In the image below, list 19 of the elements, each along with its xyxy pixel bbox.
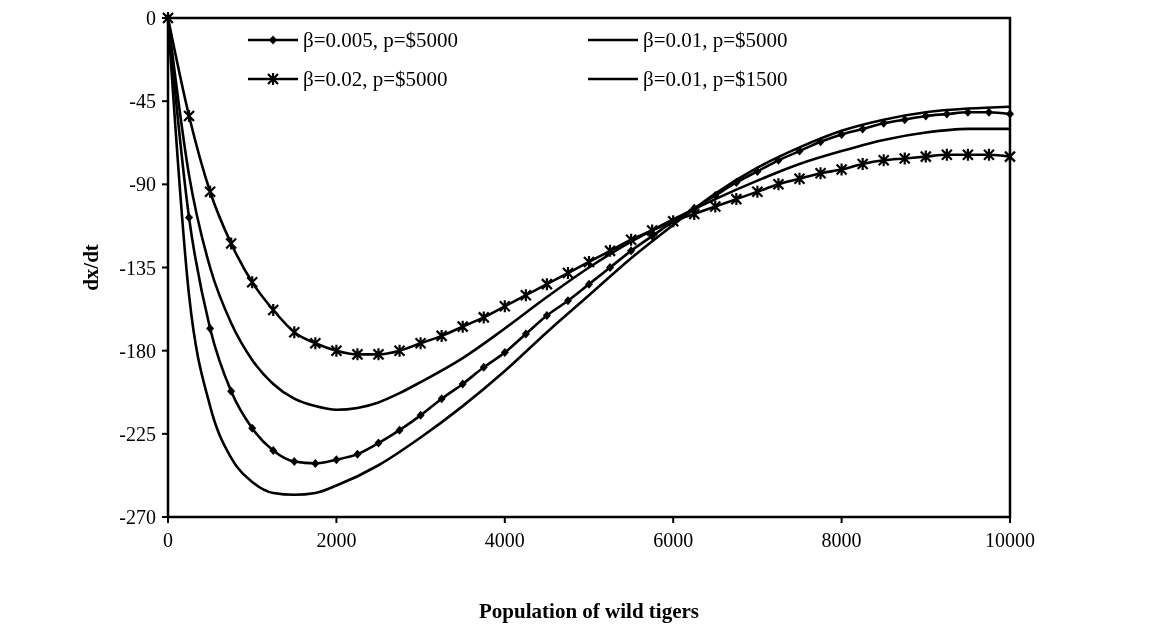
x-tick-label: 2000 — [316, 529, 357, 551]
x-axis-title: Population of wild tigers — [479, 599, 699, 623]
y-tick-label: -225 — [119, 422, 156, 445]
y-tick-label: -90 — [129, 173, 156, 196]
y-tick-label: -180 — [119, 339, 156, 362]
y-tick-label: -45 — [129, 90, 156, 113]
legend-label: β=0.01, p=$5000 — [643, 28, 788, 53]
x-tick-label: 0 — [163, 529, 173, 551]
legend-label: β=0.005, p=$5000 — [303, 28, 459, 53]
x-tick-label: 8000 — [821, 529, 862, 551]
x-tick-label: 10000 — [985, 529, 1035, 551]
legend-label: β=0.01, p=$1500 — [643, 67, 788, 92]
legend-label: β=0.02, p=$5000 — [303, 67, 448, 92]
y-axis-title: dx/dt — [79, 244, 103, 291]
y-tick-label: 0 — [146, 7, 156, 29]
y-tick-label: -135 — [119, 256, 156, 279]
x-tick-label: 6000 — [653, 529, 694, 551]
x-tick-label: 4000 — [484, 529, 525, 551]
y-tick-label: -270 — [119, 506, 156, 528]
